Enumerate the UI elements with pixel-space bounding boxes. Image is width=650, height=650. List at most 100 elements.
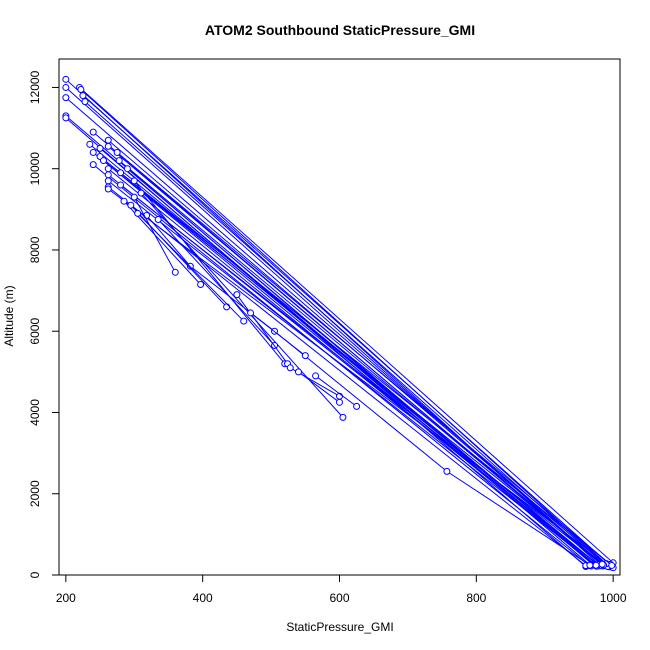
data-point <box>223 303 231 311</box>
series-line <box>80 89 611 568</box>
data-point <box>62 114 70 122</box>
data-point <box>104 136 112 144</box>
data-point <box>312 372 320 380</box>
y-axis: 0 2000 4000 6000 8000 10000 12000 <box>28 70 59 578</box>
series-segment <box>113 148 616 569</box>
data-point <box>339 413 347 421</box>
data-point <box>104 171 112 179</box>
data-point <box>197 280 205 288</box>
series-line <box>250 312 306 356</box>
data-point <box>117 181 125 189</box>
series-line <box>103 160 606 566</box>
data-point <box>104 185 112 193</box>
data-point <box>77 85 85 93</box>
data-point <box>592 561 600 569</box>
series-segment <box>104 177 601 570</box>
series-line <box>84 101 607 566</box>
data-point <box>81 98 89 106</box>
series-line <box>107 188 607 565</box>
data-point <box>104 165 112 173</box>
data-point <box>130 193 138 201</box>
data-point <box>89 148 97 156</box>
data-point <box>134 209 142 217</box>
series-line <box>137 213 245 322</box>
series-segment <box>104 185 610 568</box>
x-axis-label: StaticPressure_GMI <box>286 620 393 634</box>
y-tick-label: 6000 <box>28 318 42 345</box>
data-point <box>104 142 112 150</box>
data-point <box>171 268 179 276</box>
series-segment <box>247 309 309 360</box>
plot-frame <box>58 58 621 576</box>
x-tick-label: 600 <box>329 591 349 605</box>
data-point <box>294 368 302 376</box>
series-line <box>79 87 614 564</box>
data-point <box>301 352 309 360</box>
data-point <box>233 291 241 299</box>
y-tick-label: 12000 <box>28 70 42 104</box>
y-tick-label: 10000 <box>28 152 42 186</box>
series-line <box>82 95 614 569</box>
data-point <box>240 317 248 325</box>
data-point <box>79 92 87 100</box>
x-tick-label: 800 <box>466 591 486 605</box>
series-line <box>107 145 604 565</box>
series-segment <box>76 83 617 567</box>
data-point <box>443 467 451 475</box>
series-line <box>107 186 587 567</box>
data-point <box>62 83 70 91</box>
series-line <box>120 184 603 565</box>
data-point <box>154 215 162 223</box>
data-point <box>247 309 255 317</box>
data-point <box>127 201 135 209</box>
data-point <box>286 364 294 372</box>
series-segment <box>115 157 608 569</box>
data-point <box>117 169 125 177</box>
series-line <box>140 192 344 418</box>
series-layer <box>62 75 617 572</box>
series-segment <box>294 368 343 406</box>
series-line <box>118 160 604 566</box>
series-segment <box>134 209 248 325</box>
data-point <box>89 128 97 136</box>
series-line <box>133 180 286 365</box>
data-point <box>99 157 107 165</box>
data-point <box>608 561 616 569</box>
series-line <box>315 375 357 407</box>
data-point <box>62 75 70 83</box>
series-line <box>157 219 275 346</box>
x-axis: 200 400 600 800 1000 <box>56 575 627 605</box>
data-point <box>598 560 606 568</box>
data-point <box>96 144 104 152</box>
data-point <box>137 189 145 197</box>
data-point <box>130 177 138 185</box>
x-tick-label: 400 <box>193 591 213 605</box>
series-segment <box>77 85 614 571</box>
data-point <box>104 177 112 185</box>
series-segment <box>79 92 617 572</box>
data-point <box>115 157 123 165</box>
series-line <box>298 371 340 403</box>
x-tick-label: 200 <box>56 591 76 605</box>
data-point <box>89 161 97 169</box>
data-point <box>62 94 70 102</box>
series-line <box>236 294 288 365</box>
chart-title: ATOM2 Southbound StaticPressure_GMI <box>205 22 475 38</box>
data-point <box>120 197 128 205</box>
series-segment <box>89 148 600 570</box>
data-point <box>123 165 131 173</box>
series-line <box>65 97 607 567</box>
data-point <box>336 398 343 406</box>
series-line <box>107 180 598 567</box>
series-segment <box>123 165 600 569</box>
y-tick-label: 8000 <box>28 236 42 263</box>
x-tick-label: 1000 <box>600 591 627 605</box>
series-segment <box>312 372 361 410</box>
y-tick-label: 0 <box>28 571 42 578</box>
data-point <box>586 561 594 569</box>
y-axis-label: Altitude (m) <box>2 285 16 346</box>
data-point <box>113 148 121 156</box>
y-tick-label: 2000 <box>28 480 42 507</box>
data-point <box>353 402 361 410</box>
y-tick-label: 4000 <box>28 399 42 426</box>
